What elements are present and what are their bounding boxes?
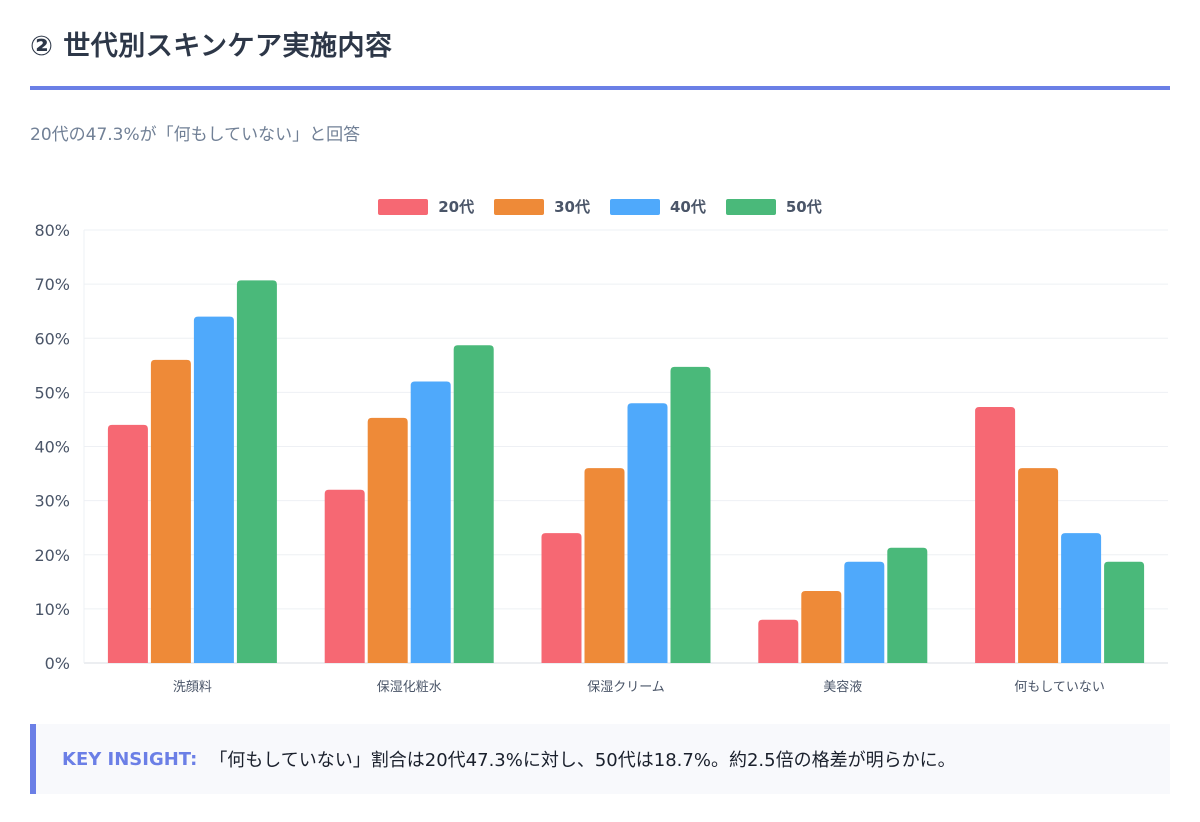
bar-40代-0 — [193, 316, 234, 663]
title-divider — [30, 86, 1170, 90]
bar-50代-0 — [236, 280, 277, 663]
bar-30代-3 — [801, 591, 842, 663]
bar-30代-4 — [1018, 468, 1059, 663]
y-tick-label: 0% — [45, 654, 70, 673]
legend-swatch-20s — [378, 198, 429, 215]
bar-50代-3 — [887, 547, 928, 663]
legend-swatch-50s — [725, 198, 776, 215]
bar-20代-0 — [107, 424, 148, 663]
bar-30代-0 — [150, 359, 191, 663]
bar-chart: 0% 10% 20% 30% 40% 50% 60% 70% 80% 洗顔料 保湿化粧水 保湿クリーム… — [34, 221, 1168, 695]
y-tick-label: 80% — [34, 221, 70, 240]
y-tick-label: 30% — [34, 492, 70, 511]
bar-50代-4 — [1104, 561, 1145, 663]
bar-20代-3 — [758, 619, 799, 663]
chart-legend: 20代 30代 40代 50代 — [0, 196, 1200, 217]
legend-label-20s: 20代 — [438, 198, 475, 216]
bar-40代-4 — [1061, 533, 1102, 663]
bar-50代-1 — [453, 345, 494, 663]
legend-item-20s[interactable]: 20代 — [378, 196, 474, 217]
x-tick-label: 保湿化粧水 — [377, 680, 442, 695]
x-tick-label: 美容液 — [823, 679, 862, 695]
y-tick-label: 50% — [34, 383, 70, 402]
bar-20代-2 — [541, 533, 582, 663]
y-tick-label: 60% — [34, 329, 70, 348]
bar-40代-2 — [627, 403, 668, 663]
legend-item-50s[interactable]: 50代 — [725, 196, 822, 217]
bar-40代-3 — [844, 561, 885, 663]
bar-30代-2 — [584, 468, 625, 663]
legend-label-50s: 50代 — [785, 198, 822, 216]
page-title: ② 世代別スキンケア実施内容 — [30, 31, 393, 62]
bar-30代-1 — [367, 417, 408, 663]
x-tick-label: 保湿クリーム — [587, 680, 665, 695]
y-tick-label: 20% — [34, 546, 70, 565]
bar-50代-2 — [670, 366, 711, 663]
x-tick-label: 何もしていない — [1014, 679, 1105, 695]
key-insight-box: KEY INSIGHT: 「何もしていない」割合は20代47.3%に対し、50代… — [30, 724, 1170, 794]
bar-20代-1 — [324, 489, 365, 663]
y-tick-label: 10% — [34, 600, 70, 619]
legend-item-40s[interactable]: 40代 — [610, 196, 706, 217]
bar-40代-1 — [410, 381, 451, 663]
legend-item-30s[interactable]: 30代 — [494, 196, 590, 217]
y-tick-label: 40% — [34, 438, 70, 457]
y-tick-label: 70% — [34, 275, 70, 294]
insight-label: KEY INSIGHT: — [62, 748, 198, 770]
legend-swatch-40s — [610, 198, 660, 215]
insight-text: 「何もしていない」割合は20代47.3%に対し、50代は18.7%。約2.5倍の… — [209, 750, 956, 771]
x-tick-label: 洗顔料 — [173, 680, 212, 695]
bar-20代-4 — [975, 406, 1016, 663]
legend-label-40s: 40代 — [670, 198, 706, 216]
page-subtitle: 20代の47.3%が「何もしていない」と回答 — [30, 125, 361, 145]
legend-label-30s: 30代 — [554, 198, 590, 216]
legend-swatch-30s — [494, 198, 545, 215]
